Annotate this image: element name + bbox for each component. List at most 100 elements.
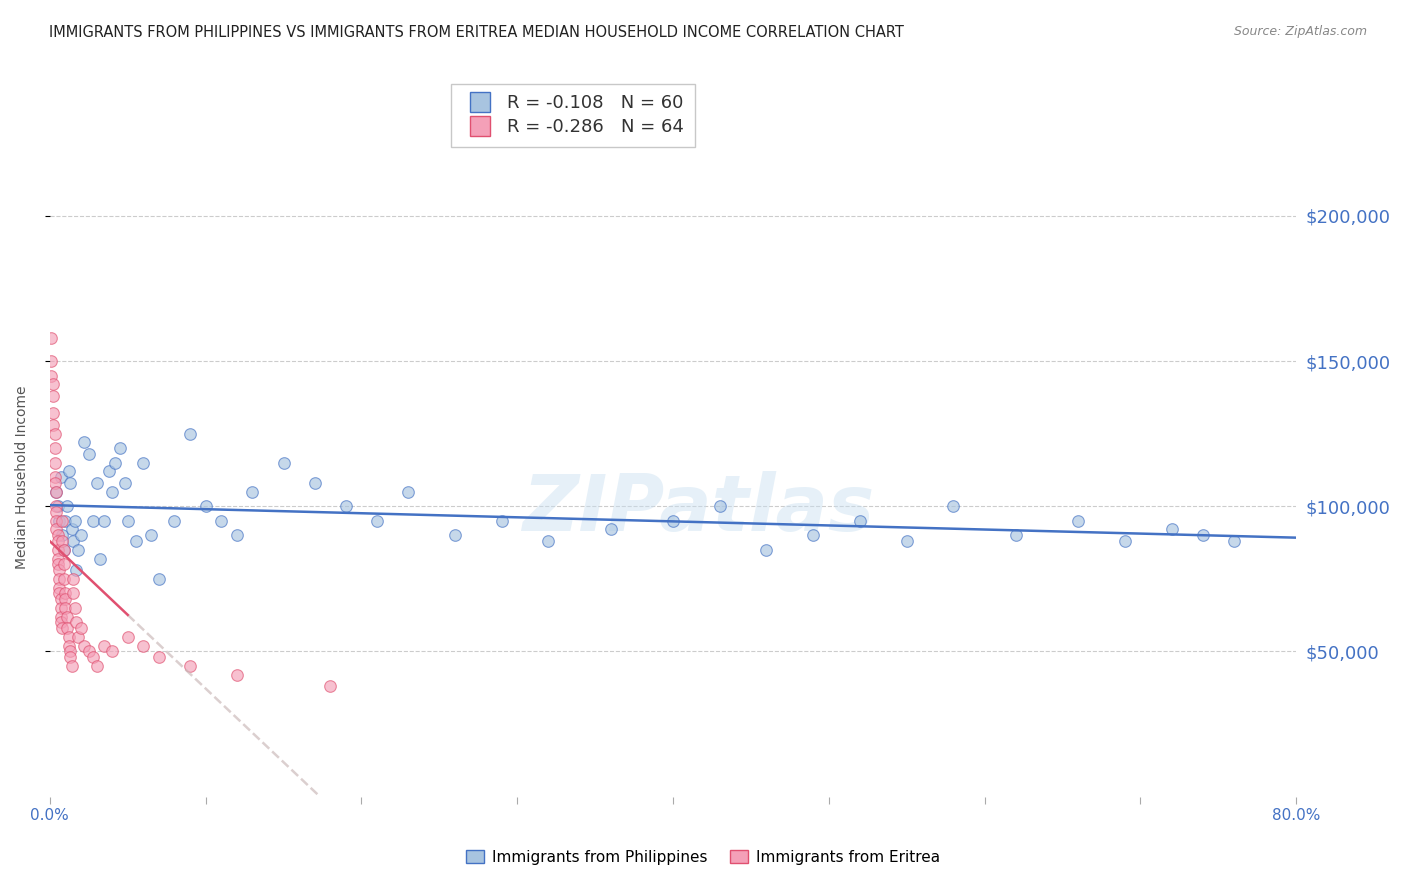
Point xyxy=(1067,514,1090,528)
Point xyxy=(86,475,108,490)
Point xyxy=(52,572,75,586)
Point xyxy=(56,621,79,635)
Point xyxy=(45,505,67,519)
Point xyxy=(55,592,77,607)
Point xyxy=(66,630,89,644)
Point xyxy=(1160,523,1182,537)
Point xyxy=(444,528,467,542)
Point xyxy=(42,417,65,432)
Legend: Immigrants from Philippines, Immigrants from Eritrea: Immigrants from Philippines, Immigrants … xyxy=(460,844,946,871)
Point xyxy=(48,563,70,577)
Point xyxy=(82,514,104,528)
Point xyxy=(89,551,111,566)
Point xyxy=(366,514,388,528)
Point xyxy=(124,534,146,549)
Point xyxy=(139,528,162,542)
Point xyxy=(117,630,139,644)
Point xyxy=(58,630,80,644)
Point xyxy=(194,500,217,514)
Point xyxy=(801,528,824,542)
Point xyxy=(942,500,965,514)
Point xyxy=(52,542,75,557)
Point xyxy=(225,528,247,542)
Point xyxy=(86,659,108,673)
Point xyxy=(93,514,115,528)
Point xyxy=(45,484,67,499)
Point xyxy=(896,534,918,549)
Point xyxy=(49,615,72,630)
Point xyxy=(599,523,621,537)
Point xyxy=(60,659,83,673)
Point xyxy=(44,456,66,470)
Point xyxy=(42,406,65,420)
Point xyxy=(41,354,63,368)
Text: Source: ZipAtlas.com: Source: ZipAtlas.com xyxy=(1233,25,1367,38)
Point xyxy=(44,441,66,455)
Point xyxy=(49,600,72,615)
Point xyxy=(51,514,73,528)
Point xyxy=(66,542,89,557)
Point xyxy=(849,514,872,528)
Point xyxy=(63,600,86,615)
Point xyxy=(73,435,96,450)
Point xyxy=(1223,534,1246,549)
Point xyxy=(41,368,63,383)
Point xyxy=(46,500,69,514)
Point xyxy=(46,534,69,549)
Point xyxy=(132,456,155,470)
Point xyxy=(179,659,201,673)
Point xyxy=(45,484,67,499)
Point xyxy=(48,586,70,600)
Point xyxy=(41,331,63,345)
Point xyxy=(48,572,70,586)
Point xyxy=(46,558,69,572)
Point xyxy=(98,464,121,478)
Point xyxy=(335,500,357,514)
Point xyxy=(70,621,93,635)
Point xyxy=(148,572,170,586)
Point xyxy=(163,514,186,528)
Point xyxy=(49,470,72,484)
Point xyxy=(662,514,685,528)
Point xyxy=(58,639,80,653)
Point xyxy=(304,475,326,490)
Point xyxy=(48,581,70,595)
Point xyxy=(44,426,66,441)
Point xyxy=(65,615,87,630)
Point xyxy=(396,484,419,499)
Y-axis label: Median Household Income: Median Household Income xyxy=(15,385,30,569)
Point xyxy=(491,514,513,528)
Point xyxy=(537,534,560,549)
Point xyxy=(45,523,67,537)
Point xyxy=(132,639,155,653)
Point xyxy=(55,514,77,528)
Point xyxy=(179,426,201,441)
Point xyxy=(55,586,77,600)
Point xyxy=(46,528,69,542)
Point xyxy=(273,456,295,470)
Point xyxy=(93,639,115,653)
Point xyxy=(65,563,87,577)
Legend: R = -0.108   N = 60, R = -0.286   N = 64: R = -0.108 N = 60, R = -0.286 N = 64 xyxy=(451,84,695,147)
Point xyxy=(59,644,82,658)
Point xyxy=(148,650,170,665)
Point xyxy=(51,528,73,542)
Point xyxy=(59,475,82,490)
Point xyxy=(52,542,75,557)
Text: IMMIGRANTS FROM PHILIPPINES VS IMMIGRANTS FROM ERITREA MEDIAN HOUSEHOLD INCOME C: IMMIGRANTS FROM PHILIPPINES VS IMMIGRANT… xyxy=(49,25,904,40)
Point xyxy=(42,377,65,392)
Point xyxy=(49,592,72,607)
Point xyxy=(114,475,136,490)
Point xyxy=(60,523,83,537)
Point xyxy=(44,470,66,484)
Point xyxy=(1004,528,1026,542)
Point xyxy=(77,644,100,658)
Point xyxy=(45,500,67,514)
Point xyxy=(319,679,342,693)
Point xyxy=(82,650,104,665)
Point xyxy=(48,514,70,528)
Point xyxy=(101,484,124,499)
Point xyxy=(63,514,86,528)
Point xyxy=(51,621,73,635)
Point xyxy=(49,609,72,624)
